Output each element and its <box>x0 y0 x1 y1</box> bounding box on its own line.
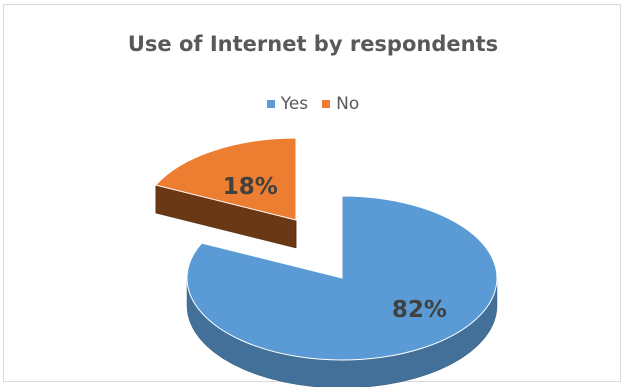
slice-no <box>154 137 297 249</box>
slice-no-top <box>154 137 297 221</box>
legend-swatch-no <box>322 100 331 108</box>
legend-label-no: No <box>336 94 360 114</box>
legend-label-yes: Yes <box>280 94 309 114</box>
chart-title: Use of Internet by respondents <box>127 32 499 56</box>
slice-yes-top <box>186 195 498 361</box>
data-label-no: 18% <box>223 174 278 200</box>
chart-legend: Yes No <box>0 94 626 114</box>
legend-entry-yes: Yes <box>266 94 309 114</box>
legend-swatch-yes <box>266 100 275 108</box>
legend-entry-no: No <box>322 94 359 114</box>
slice-yes <box>186 195 498 387</box>
data-label-yes: 82% <box>392 297 447 323</box>
